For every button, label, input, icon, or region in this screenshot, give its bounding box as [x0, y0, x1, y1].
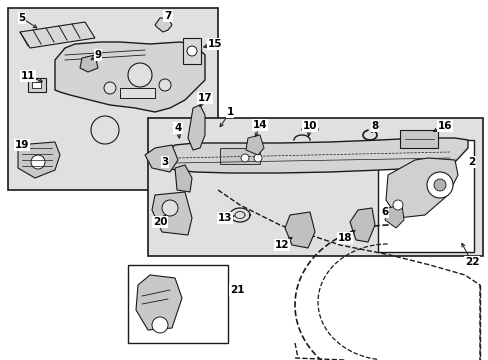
Text: 10: 10 — [302, 121, 317, 131]
Text: 14: 14 — [252, 120, 267, 130]
Polygon shape — [162, 138, 467, 173]
Polygon shape — [349, 208, 374, 242]
Circle shape — [186, 46, 197, 56]
Polygon shape — [55, 42, 204, 112]
Text: 22: 22 — [464, 257, 478, 267]
Text: 7: 7 — [164, 11, 171, 21]
Bar — [8, 8, 218, 190]
Circle shape — [241, 154, 248, 162]
Text: 20: 20 — [152, 217, 167, 227]
Text: 21: 21 — [229, 285, 244, 295]
Text: 15: 15 — [207, 39, 222, 49]
Circle shape — [159, 79, 171, 91]
Bar — [32, 82, 41, 88]
Polygon shape — [187, 105, 204, 150]
Bar — [183, 38, 201, 64]
Text: 3: 3 — [161, 157, 168, 167]
Polygon shape — [145, 145, 178, 172]
Text: 9: 9 — [94, 50, 102, 60]
Text: 16: 16 — [437, 121, 451, 131]
Text: 11: 11 — [20, 71, 35, 81]
Text: 5: 5 — [19, 13, 25, 23]
Text: 6: 6 — [381, 207, 388, 217]
Bar — [120, 88, 155, 98]
Circle shape — [152, 317, 168, 333]
Polygon shape — [385, 158, 457, 218]
Polygon shape — [152, 192, 192, 235]
Text: 13: 13 — [217, 213, 232, 223]
Text: 18: 18 — [337, 233, 351, 243]
Circle shape — [433, 179, 445, 191]
Circle shape — [104, 82, 116, 94]
Bar — [128, 265, 227, 343]
Text: 12: 12 — [274, 240, 289, 250]
Bar — [377, 140, 473, 252]
Polygon shape — [18, 142, 60, 178]
Text: 4: 4 — [174, 123, 182, 133]
Polygon shape — [80, 55, 98, 72]
Text: 8: 8 — [370, 121, 378, 131]
Polygon shape — [175, 165, 192, 192]
Bar — [399, 130, 437, 148]
Bar — [220, 148, 260, 164]
Polygon shape — [136, 275, 182, 330]
Circle shape — [162, 200, 178, 216]
Circle shape — [392, 200, 402, 210]
Bar — [28, 78, 46, 92]
Polygon shape — [285, 212, 314, 248]
Polygon shape — [155, 18, 172, 32]
Circle shape — [128, 63, 152, 87]
Circle shape — [253, 154, 262, 162]
Text: 2: 2 — [468, 157, 475, 167]
Circle shape — [426, 172, 452, 198]
Polygon shape — [20, 22, 95, 48]
Polygon shape — [384, 205, 403, 228]
Polygon shape — [245, 135, 264, 155]
Bar — [148, 118, 482, 256]
Text: 17: 17 — [197, 93, 212, 103]
Text: 19: 19 — [15, 140, 29, 150]
Text: 1: 1 — [226, 107, 233, 117]
Circle shape — [91, 116, 119, 144]
Circle shape — [31, 155, 45, 169]
